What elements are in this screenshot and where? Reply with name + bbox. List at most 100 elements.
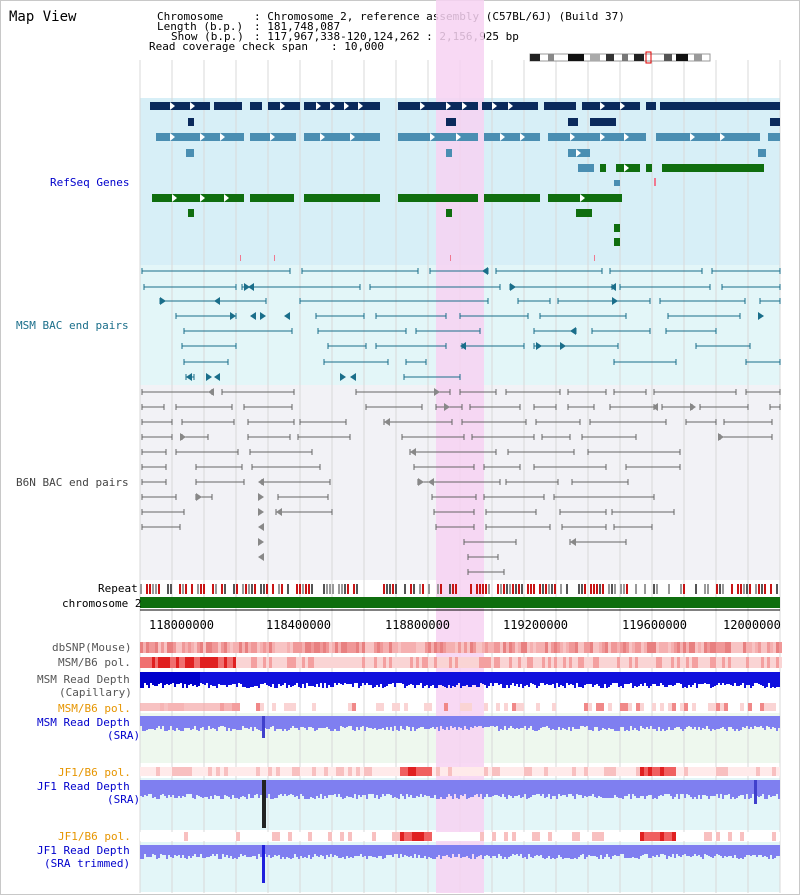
- read-depth-bar: [276, 845, 278, 856]
- heat-cell: [470, 657, 473, 668]
- heat-cell: [272, 832, 276, 841]
- repeat-element: [413, 584, 415, 594]
- gene-strand-arrow: [270, 133, 275, 141]
- read-depth-bar: [466, 780, 468, 799]
- heat-cell: [647, 642, 650, 653]
- repeat-element: [737, 584, 739, 594]
- read-depth-bar: [382, 845, 384, 859]
- read-depth-bar: [412, 672, 414, 685]
- read-depth-bar: [374, 780, 376, 798]
- read-depth-bar: [502, 845, 504, 859]
- read-depth-bar: [484, 845, 486, 856]
- repeat-element: [146, 584, 148, 594]
- read-depth-bar: [334, 780, 336, 794]
- read-depth-bar: [644, 672, 646, 683]
- read-depth-bar: [248, 716, 250, 729]
- read-depth-bar: [760, 672, 762, 685]
- heat-cell: [257, 642, 260, 653]
- heat-cell: [284, 703, 288, 711]
- heat-cell: [580, 767, 584, 776]
- read-depth-bar: [160, 845, 162, 854]
- read-depth-bar: [318, 672, 320, 687]
- bac-clone-marker: [418, 478, 424, 486]
- heat-cell: [272, 657, 275, 668]
- read-depth-bar: [632, 716, 634, 730]
- track-label-msm-bac[interactable]: MSM BAC end pairs: [16, 319, 129, 332]
- read-depth-bar: [656, 845, 658, 855]
- heat-cell: [676, 767, 680, 776]
- heat-cell: [248, 642, 251, 653]
- read-depth-bar: [522, 716, 524, 728]
- read-depth-bar: [672, 845, 674, 854]
- heat-cell: [712, 703, 716, 711]
- variant-and-depth-tracks[interactable]: [140, 642, 782, 883]
- heat-cell: [632, 767, 636, 776]
- read-depth-bar: [682, 716, 684, 731]
- read-depth-bar: [346, 845, 348, 856]
- read-depth-bar: [634, 716, 636, 728]
- read-depth-bar: [404, 716, 406, 730]
- heat-cell: [611, 642, 614, 653]
- read-depth-bar: [312, 780, 314, 798]
- read-depth-bar: [560, 672, 562, 685]
- track-label-msm-b6-pol-2[interactable]: MSM/B6 pol.: [58, 702, 131, 715]
- read-depth-bar: [658, 780, 660, 796]
- heat-cell: [460, 832, 464, 841]
- track-label-dbsnp[interactable]: dbSNP(Mouse): [52, 641, 132, 654]
- track-label-jf1-depth-sra[interactable]: JF1 Read Depth: [37, 780, 130, 793]
- chromosome-ideogram[interactable]: [529, 51, 711, 64]
- track-label-b6n-bac[interactable]: B6N BAC end pairs: [16, 476, 129, 489]
- heat-cell: [744, 832, 748, 841]
- heat-cell: [760, 703, 764, 711]
- read-depth-bar: [462, 672, 464, 686]
- read-depth-bar: [528, 716, 530, 728]
- heat-cell: [304, 767, 308, 776]
- read-depth-bar: [580, 845, 582, 855]
- track-label-jf1-depth-trimmed[interactable]: JF1 Read Depth: [37, 844, 130, 857]
- heat-cell: [554, 642, 557, 653]
- heat-cell: [704, 832, 708, 841]
- read-depth-bar: [514, 845, 516, 855]
- track-label-refseq-genes[interactable]: RefSeq Genes: [50, 176, 130, 189]
- track-label-msm-depth-capillary[interactable]: MSM Read Depth: [37, 673, 130, 686]
- read-depth-bar: [698, 672, 700, 684]
- track-label-jf1-b6-pol-2[interactable]: JF1/B6 pol.: [58, 830, 131, 843]
- read-depth-bar: [700, 845, 702, 857]
- read-depth-bar: [174, 716, 176, 731]
- read-depth-bar: [632, 845, 634, 857]
- read-depth-bar: [496, 780, 498, 795]
- read-depth-bar: [162, 716, 164, 726]
- read-depth-bar: [212, 780, 214, 799]
- read-depth-bar: [206, 716, 208, 730]
- heat-cell: [389, 642, 392, 653]
- track-label-msm-depth-sra[interactable]: MSM Read Depth: [37, 716, 130, 729]
- refseq-genes-features[interactable]: [150, 102, 780, 261]
- heat-cell: [662, 657, 665, 668]
- heat-cell: [388, 767, 392, 776]
- heat-cell: [272, 703, 276, 711]
- track-label-msm-b6-pol[interactable]: MSM/B6 pol.: [58, 656, 131, 669]
- read-depth-bar: [584, 672, 586, 685]
- read-depth-bar: [758, 780, 760, 797]
- read-depth-bar: [362, 780, 364, 795]
- read-depth-bar: [412, 845, 414, 858]
- read-depth-bar: [212, 716, 214, 728]
- heat-cell: [716, 832, 720, 841]
- read-depth-bar: [490, 672, 492, 683]
- heat-cell: [743, 657, 746, 668]
- heat-cell: [376, 832, 380, 841]
- heat-cell: [636, 832, 640, 841]
- track-label-repeat: Repeat: [98, 582, 138, 595]
- b6n-bac-features[interactable]: [141, 388, 781, 575]
- read-depth-spike: [754, 780, 757, 804]
- read-depth-bar: [260, 780, 262, 795]
- msm-bac-features[interactable]: [141, 267, 781, 381]
- track-label-jf1-b6-pol[interactable]: JF1/B6 pol.: [58, 766, 131, 779]
- heat-cell: [512, 832, 516, 841]
- heat-cell: [485, 657, 488, 668]
- heat-cell: [497, 642, 500, 653]
- heat-cell: [590, 657, 593, 668]
- heat-cell: [767, 657, 770, 668]
- heat-cell: [743, 642, 746, 653]
